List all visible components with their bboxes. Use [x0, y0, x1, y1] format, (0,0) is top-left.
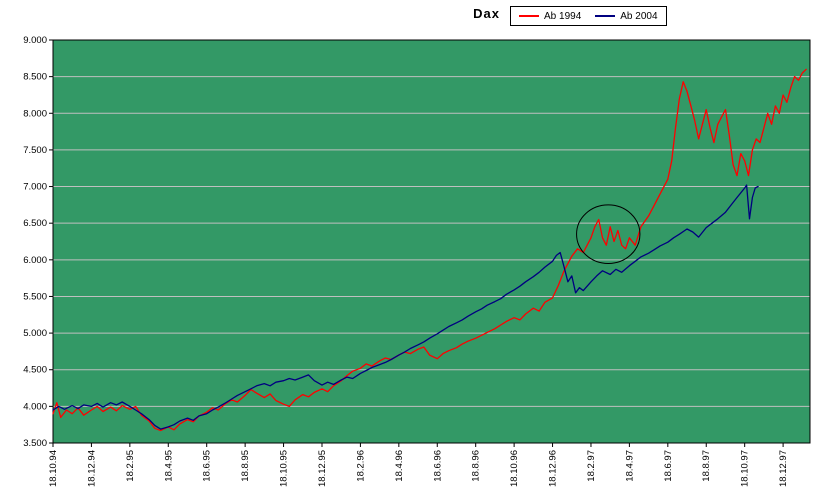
legend-item-ab-2004: Ab 2004: [595, 10, 658, 22]
svg-text:18.4.95: 18.4.95: [163, 450, 174, 482]
svg-text:6.500: 6.500: [23, 218, 47, 229]
svg-text:18.2.96: 18.2.96: [355, 450, 366, 482]
svg-text:18.10.94: 18.10.94: [48, 450, 59, 487]
svg-text:18.8.97: 18.8.97: [701, 450, 712, 482]
svg-text:18.12.96: 18.12.96: [548, 450, 559, 487]
svg-text:5.000: 5.000: [23, 328, 47, 339]
svg-text:6.000: 6.000: [23, 255, 47, 266]
svg-text:18.4.96: 18.4.96: [394, 450, 405, 482]
svg-text:18.12.95: 18.12.95: [317, 450, 328, 487]
svg-text:5.500: 5.500: [23, 291, 47, 302]
svg-text:9.000: 9.000: [23, 35, 47, 46]
navy-line-swatch-icon: [595, 15, 616, 17]
svg-text:4.000: 4.000: [23, 401, 47, 412]
svg-text:18.10.97: 18.10.97: [740, 450, 751, 487]
svg-text:18.12.94: 18.12.94: [86, 450, 97, 487]
svg-text:4.500: 4.500: [23, 365, 47, 376]
svg-text:18.6.95: 18.6.95: [202, 450, 213, 482]
legend-label-ab-1994: Ab 1994: [544, 10, 582, 22]
svg-text:18.2.97: 18.2.97: [586, 450, 597, 482]
legend: Ab 1994 Ab 2004: [510, 6, 667, 26]
legend-label-ab-2004: Ab 2004: [620, 10, 658, 22]
legend-item-ab-1994: Ab 1994: [519, 11, 581, 22]
svg-text:18.6.97: 18.6.97: [663, 450, 674, 482]
svg-text:18.4.97: 18.4.97: [624, 450, 635, 482]
svg-text:18.12.97: 18.12.97: [778, 450, 789, 487]
svg-text:18.8.95: 18.8.95: [240, 450, 251, 482]
red-line-swatch-icon: [519, 15, 539, 17]
svg-text:18.6.96: 18.6.96: [432, 450, 443, 482]
svg-text:7.500: 7.500: [23, 145, 47, 156]
svg-text:8.000: 8.000: [23, 108, 47, 119]
svg-text:18.2.95: 18.2.95: [125, 450, 136, 482]
svg-text:8.500: 8.500: [23, 72, 47, 83]
svg-text:18.10.96: 18.10.96: [509, 450, 520, 487]
svg-text:18.8.96: 18.8.96: [471, 450, 482, 482]
svg-text:3.500: 3.500: [23, 438, 47, 449]
svg-text:7.000: 7.000: [23, 182, 47, 193]
chart-title: Dax: [473, 6, 500, 21]
svg-text:18.10.95: 18.10.95: [279, 450, 290, 487]
